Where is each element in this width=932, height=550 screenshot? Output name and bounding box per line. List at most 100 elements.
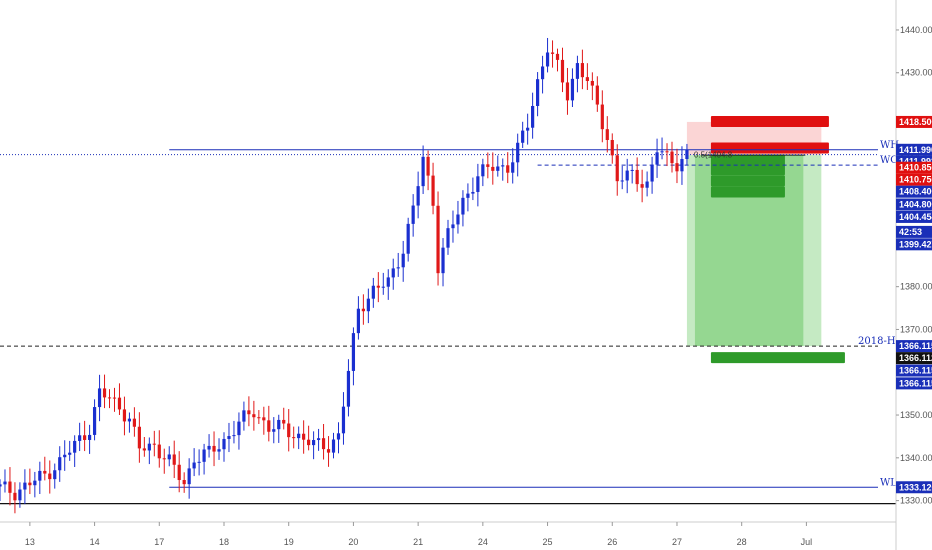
price-badge bbox=[896, 143, 932, 156]
candle-body bbox=[416, 186, 420, 206]
price-badge bbox=[896, 185, 932, 198]
candle-body bbox=[73, 440, 77, 453]
candle-body bbox=[13, 492, 17, 501]
position-label-box bbox=[710, 164, 785, 176]
candle-body bbox=[610, 139, 614, 156]
candle-body bbox=[506, 165, 510, 173]
candle-body bbox=[466, 193, 470, 198]
candle-body bbox=[63, 454, 67, 458]
price-badge-label: 1404.454 bbox=[899, 212, 932, 222]
candle-body bbox=[167, 454, 171, 460]
position-label-box bbox=[710, 352, 845, 364]
price-badge bbox=[896, 238, 932, 251]
candle-body bbox=[555, 53, 560, 60]
x-tick-label: 24 bbox=[478, 537, 488, 547]
candle-body bbox=[531, 105, 535, 128]
candle-body bbox=[536, 79, 540, 106]
candle-body bbox=[650, 164, 654, 182]
price-badge-label: 42:53 bbox=[899, 227, 922, 237]
price-badge-label: 1418.500 bbox=[899, 117, 932, 127]
candle-body bbox=[665, 151, 669, 153]
time-axis[interactable]: 13 14 17 18 19 20 21 24 25 26 27 28 Jul bbox=[25, 522, 812, 547]
candle-body bbox=[680, 159, 684, 172]
candle-body bbox=[640, 184, 644, 188]
y-tick-label: 1370.000 bbox=[900, 324, 932, 334]
candle-body bbox=[232, 435, 236, 437]
x-tick-label: 28 bbox=[737, 537, 747, 547]
price-badge bbox=[896, 364, 932, 377]
candle-body bbox=[18, 489, 22, 501]
candle-body bbox=[670, 151, 674, 164]
candle-body bbox=[511, 162, 515, 173]
candle-body bbox=[565, 82, 570, 101]
candle-body bbox=[366, 298, 370, 312]
x-tick-label: 26 bbox=[607, 537, 617, 547]
position-label-box bbox=[710, 154, 785, 166]
candle-body bbox=[341, 406, 346, 434]
candle-body bbox=[212, 445, 216, 452]
price-badges: 1418.5001411.9901411.9931410.8501410.750… bbox=[896, 115, 932, 494]
candle-body bbox=[282, 419, 286, 424]
candle-body bbox=[655, 152, 659, 165]
candle-body bbox=[142, 448, 146, 451]
candle-body bbox=[316, 438, 321, 441]
candle-body bbox=[192, 462, 196, 469]
price-badge-label: 1366.112 bbox=[899, 353, 932, 363]
candle-body bbox=[391, 268, 395, 278]
candle-body bbox=[157, 444, 161, 459]
candle-body bbox=[326, 449, 331, 453]
candle-body bbox=[526, 127, 530, 131]
candle-body bbox=[321, 438, 326, 450]
x-tick-label: 21 bbox=[413, 537, 423, 547]
y-tick-label: 1380.000 bbox=[900, 282, 932, 292]
price-badge-label: 1410.850 bbox=[899, 163, 932, 173]
candle-body bbox=[476, 176, 480, 192]
candle-body bbox=[451, 224, 455, 229]
level-lines[interactable]: WH WO 2018-H WL bbox=[0, 140, 899, 505]
y-tick-label: 1330.000 bbox=[900, 496, 932, 506]
candle-body bbox=[346, 370, 351, 407]
candle-body bbox=[635, 169, 639, 185]
candle-body bbox=[302, 433, 306, 440]
price-badge bbox=[896, 352, 932, 365]
candle-body bbox=[222, 438, 226, 450]
y-tick-label: 1440.000 bbox=[900, 25, 932, 35]
price-badge bbox=[896, 377, 932, 390]
candle-body bbox=[272, 429, 276, 432]
candle-body bbox=[38, 470, 42, 481]
candle-body bbox=[0, 484, 2, 487]
candle-body bbox=[68, 452, 72, 455]
candle-body bbox=[83, 435, 87, 440]
x-tick-label: 20 bbox=[348, 537, 358, 547]
x-tick-label: Jul bbox=[801, 537, 813, 547]
candle-body bbox=[625, 170, 629, 181]
candle-body bbox=[630, 169, 634, 171]
candle-body bbox=[33, 480, 37, 486]
candle-body bbox=[550, 52, 555, 54]
candle-body bbox=[491, 166, 495, 171]
price-badge-label: 1410.750 bbox=[899, 175, 932, 185]
candle-body bbox=[540, 66, 545, 80]
candle-body bbox=[595, 85, 599, 105]
x-tick-label: 17 bbox=[154, 537, 164, 547]
candle-body bbox=[23, 482, 27, 490]
x-tick-label: 19 bbox=[284, 537, 294, 547]
candle-body bbox=[406, 223, 410, 254]
candle-body bbox=[297, 433, 301, 439]
x-tick-label: 18 bbox=[219, 537, 229, 547]
position-tool[interactable] bbox=[686, 115, 845, 364]
candle-body bbox=[97, 388, 102, 408]
candle-body bbox=[386, 277, 390, 287]
price-badge-label: 1366.115 bbox=[899, 366, 932, 376]
candle-body bbox=[147, 443, 151, 451]
candle-body bbox=[247, 410, 251, 415]
candle-body bbox=[227, 436, 231, 439]
candle-body bbox=[162, 458, 166, 460]
candle-body bbox=[58, 457, 62, 471]
candle-body bbox=[287, 423, 291, 438]
candle-body bbox=[187, 468, 191, 485]
candle-body bbox=[645, 181, 649, 188]
candle-body bbox=[685, 149, 689, 160]
candle-body bbox=[207, 445, 211, 450]
